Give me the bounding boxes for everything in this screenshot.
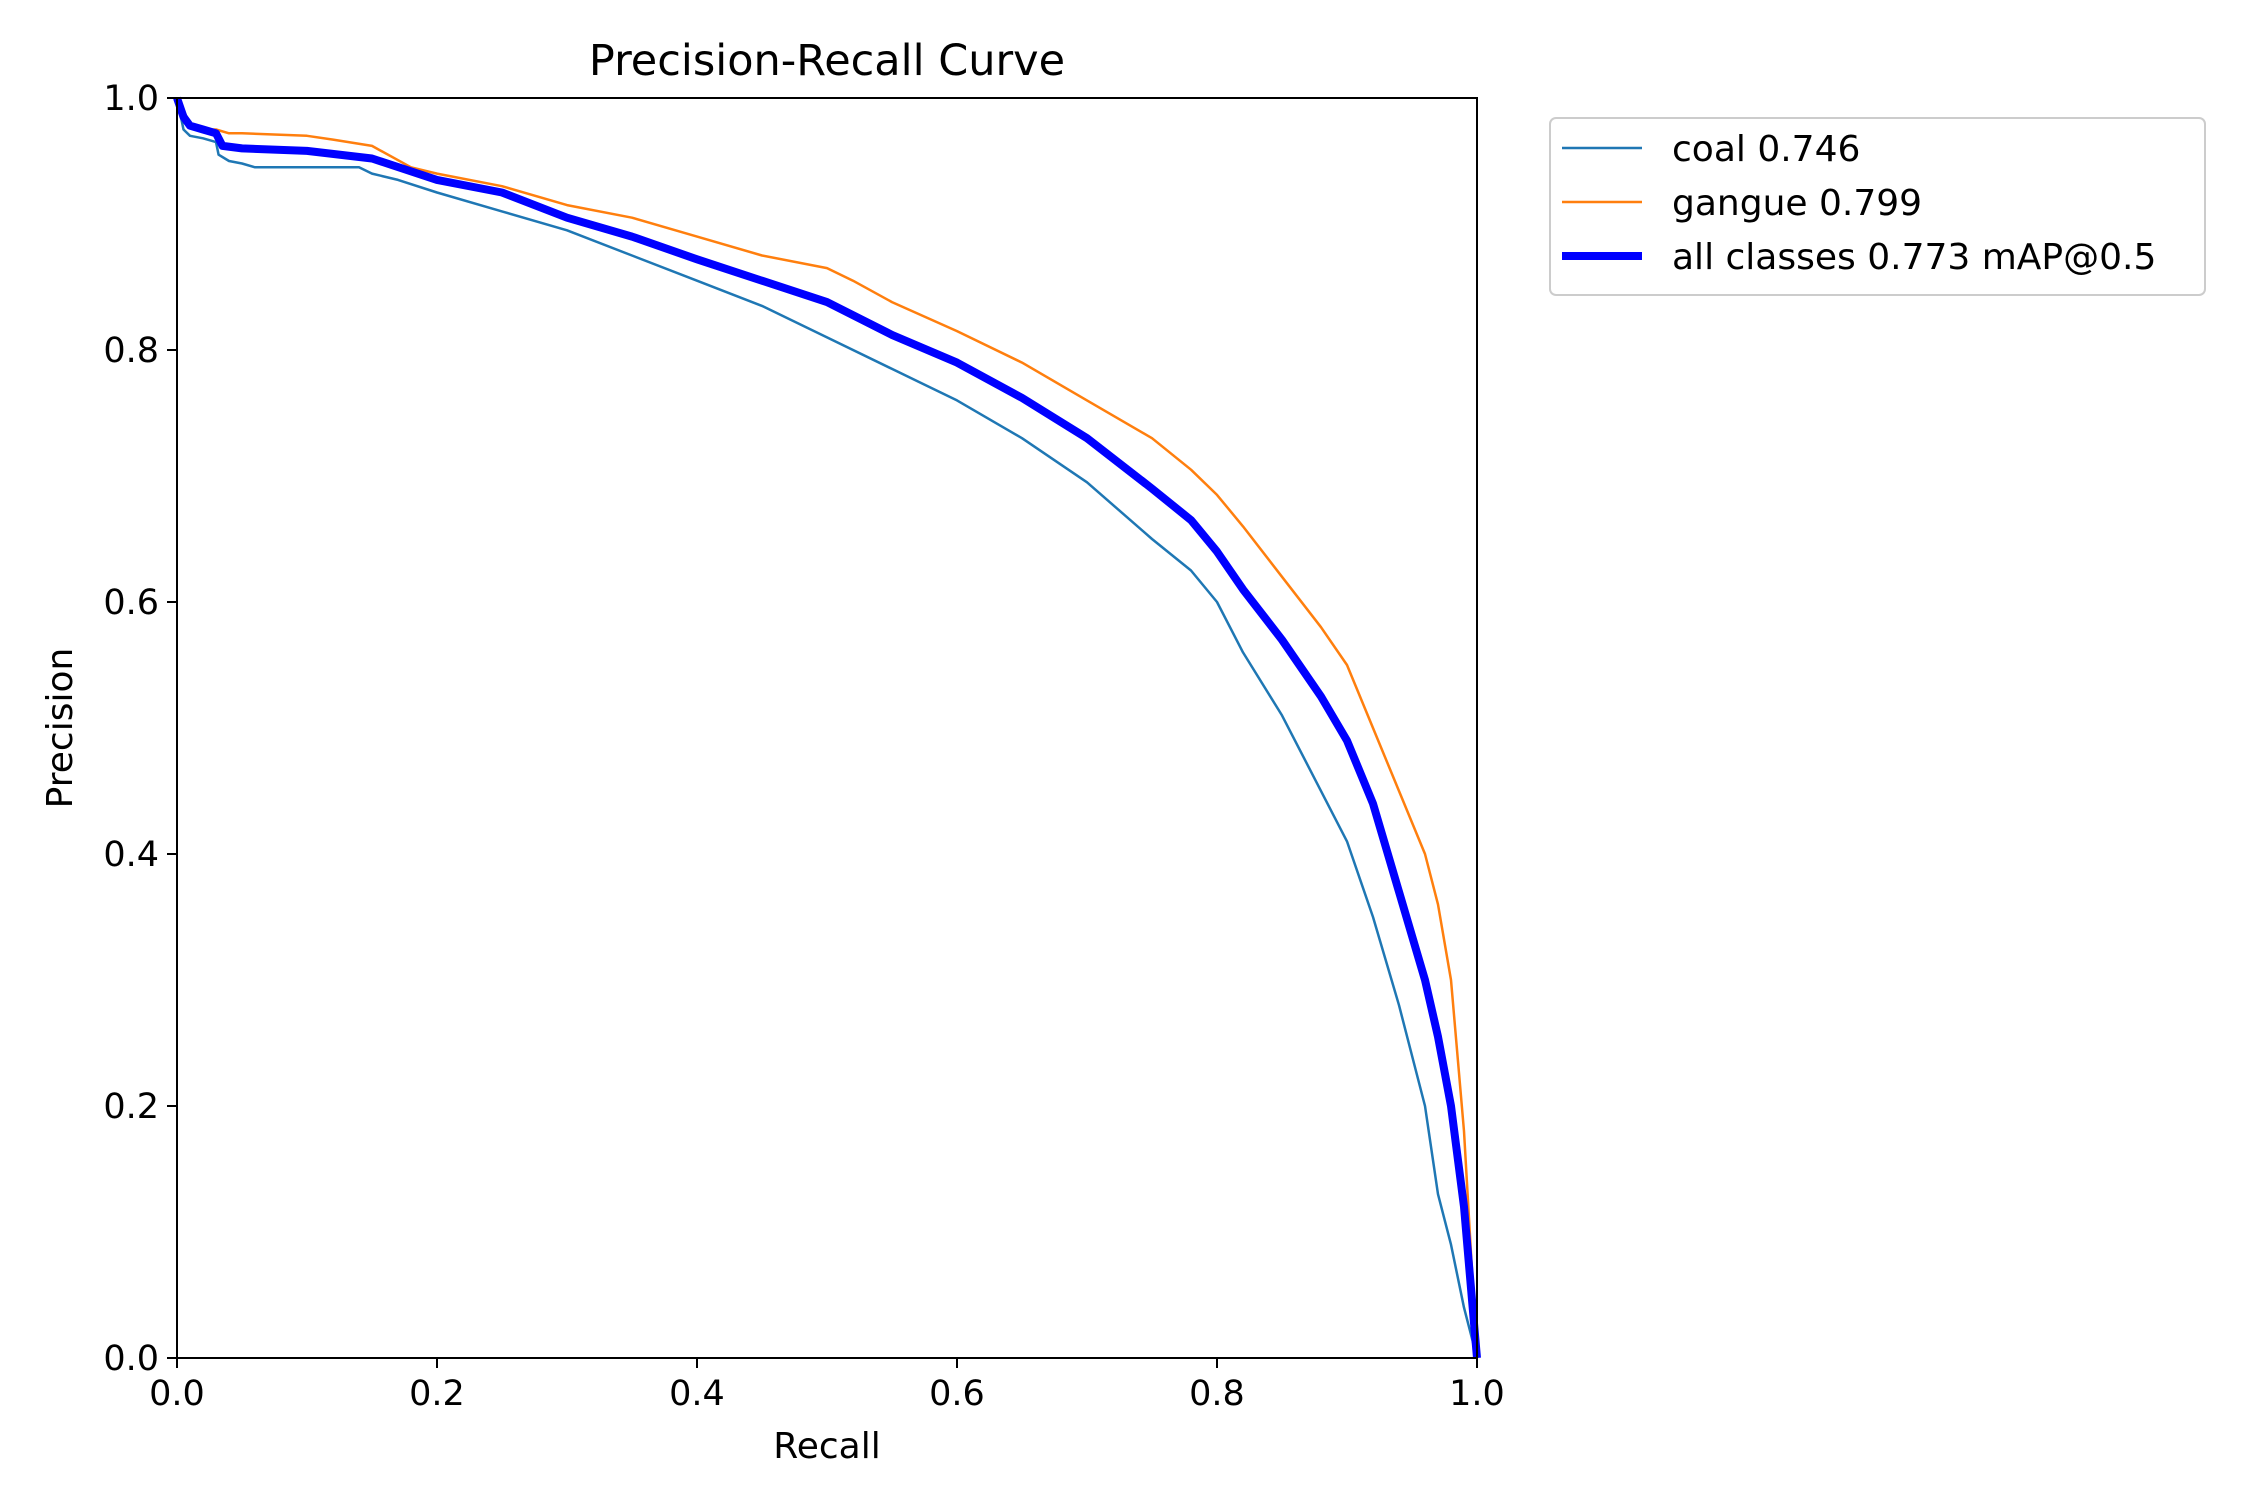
y-tick-label: 0.8 (103, 331, 159, 371)
y-tick-label: 1.0 (103, 79, 159, 119)
x-tick-label: 0.8 (1189, 1374, 1245, 1414)
chart-title: Precision-Recall Curve (589, 36, 1065, 86)
y-tick-label: 0.2 (103, 1087, 159, 1127)
x-tick-label: 1.0 (1449, 1374, 1505, 1414)
y-tick-label: 0.4 (103, 835, 159, 875)
series-line-2 (173, 96, 1481, 1359)
legend: coal 0.746 gangue 0.799 all classes 0.773 … (1549, 117, 2206, 296)
plot-frame (176, 97, 1478, 1359)
y-axis-label: Precision (40, 648, 81, 809)
x-tick-label: 0.4 (669, 1374, 725, 1414)
legend-label-1: gangue 0.799 (1672, 183, 1922, 224)
series-line-0 (175, 97, 1479, 1359)
legend-frame (1549, 117, 2206, 296)
x-tick-label: 0.0 (149, 1374, 205, 1414)
y-tick-label: 0.6 (103, 583, 159, 623)
series-layer (173, 96, 1481, 1359)
x-axis-ticks: 0.0 0.2 0.4 0.6 0.8 1.0 (149, 1358, 1505, 1414)
series-line-1 (175, 97, 1479, 1359)
legend-label-0: coal 0.746 (1672, 129, 1860, 170)
y-tick-label: 0.0 (103, 1339, 159, 1379)
x-axis-label: Recall (773, 1426, 880, 1467)
x-tick-label: 0.6 (929, 1374, 985, 1414)
legend-items: coal 0.746 gangue 0.799 all classes 0.773 … (1562, 129, 2156, 278)
x-tick-label: 0.2 (409, 1374, 465, 1414)
legend-label-2: all classes 0.773 mAP@0.5 (1672, 237, 2156, 278)
y-axis-ticks: 0.0 0.2 0.4 0.6 0.8 1.0 (103, 79, 177, 1379)
